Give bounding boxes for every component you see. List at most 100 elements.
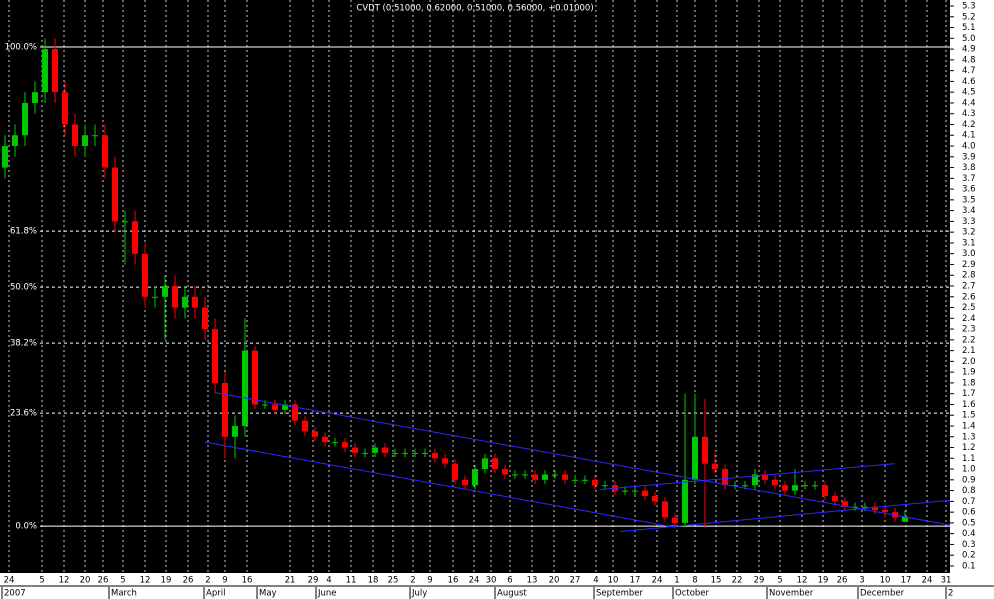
x-tick-label: 15 bbox=[711, 576, 722, 586]
x-tick-label: 26 bbox=[183, 576, 194, 586]
y-tick-label: 2.6 bbox=[962, 292, 976, 302]
candle-body bbox=[192, 296, 198, 308]
x-tick-label: 12 bbox=[797, 576, 808, 586]
y-tick-label: 4.1 bbox=[962, 131, 976, 141]
candle-body bbox=[22, 102, 28, 136]
month-label: June bbox=[317, 589, 337, 599]
candle-body bbox=[902, 516, 908, 522]
candle-body bbox=[392, 452, 398, 454]
candle-body bbox=[682, 479, 688, 523]
y-tick-label: 3.4 bbox=[962, 206, 976, 216]
candle-body bbox=[832, 495, 838, 502]
y-tick-label: 5.3 bbox=[962, 2, 976, 12]
fib-label: 100.0% bbox=[5, 42, 37, 52]
candle-body bbox=[772, 479, 778, 486]
candle-body bbox=[532, 474, 538, 480]
candle-body bbox=[822, 485, 828, 496]
y-tick-label: 3.7 bbox=[962, 174, 976, 184]
y-tick-label: 5.1 bbox=[962, 23, 976, 33]
x-tick-label: 31 bbox=[941, 576, 952, 586]
candle-body bbox=[382, 447, 388, 453]
candle-body bbox=[442, 458, 448, 464]
y-tick-label: 1.8 bbox=[962, 378, 976, 388]
candle-body bbox=[712, 463, 718, 470]
x-tick-label: 9 bbox=[427, 576, 432, 586]
x-tick-label: 24 bbox=[4, 576, 15, 586]
candle-body bbox=[232, 425, 238, 437]
y-tick-label: 1.7 bbox=[962, 389, 976, 399]
x-tick-label: 29 bbox=[308, 576, 319, 586]
candle-body bbox=[352, 447, 358, 453]
candle-body bbox=[52, 49, 58, 93]
trendline bbox=[214, 392, 951, 526]
x-tick-label: 4 bbox=[326, 576, 331, 586]
candle-body bbox=[452, 463, 458, 480]
y-tick-label: 0.7 bbox=[962, 497, 976, 507]
candle-body bbox=[42, 49, 48, 93]
y-tick-label: 1.9 bbox=[962, 368, 976, 378]
candle-body bbox=[622, 490, 628, 492]
candle-body bbox=[492, 458, 498, 470]
candle-body bbox=[732, 485, 738, 487]
candle-body bbox=[342, 442, 348, 448]
y-tick-label: 1.0 bbox=[962, 465, 976, 475]
candle-body bbox=[122, 221, 128, 223]
x-tick-label: 2 bbox=[410, 576, 415, 586]
candle-body bbox=[652, 495, 658, 502]
x-tick-label: 19 bbox=[161, 576, 172, 586]
x-tick-label: 24 bbox=[922, 576, 933, 586]
candle-body bbox=[592, 479, 598, 486]
candle-body bbox=[202, 307, 208, 330]
y-tick-label: 4.5 bbox=[962, 88, 976, 98]
x-tick-label: 1 bbox=[674, 576, 679, 586]
candle-body bbox=[742, 485, 748, 487]
candle-body bbox=[372, 447, 378, 453]
y-tick-label: 4.3 bbox=[962, 109, 976, 119]
candle-body bbox=[312, 431, 318, 437]
month-label: 2007 bbox=[4, 589, 26, 599]
candle-body bbox=[882, 509, 888, 513]
y-tick-label: 1.5 bbox=[962, 411, 976, 421]
y-tick-label: 2.2 bbox=[962, 335, 976, 345]
x-tick-label: 12 bbox=[140, 576, 151, 586]
month-label: 2 bbox=[948, 589, 953, 599]
month-label: July bbox=[411, 589, 427, 599]
y-tick-label: 3.5 bbox=[962, 195, 976, 205]
candle-body bbox=[92, 135, 98, 137]
y-tick-label: 1.3 bbox=[962, 432, 976, 442]
candle-body bbox=[692, 436, 698, 480]
x-tick-label: 12 bbox=[59, 576, 70, 586]
candle-body bbox=[412, 452, 418, 454]
y-tick-label: 3.8 bbox=[962, 163, 976, 173]
trendline bbox=[204, 441, 676, 528]
y-tick-label: 1.2 bbox=[962, 443, 976, 453]
candle-body bbox=[72, 124, 78, 147]
candle-body bbox=[642, 490, 648, 496]
y-tick-label: 2.7 bbox=[962, 282, 976, 292]
candle-body bbox=[362, 452, 368, 454]
y-tick-label: 3.6 bbox=[962, 185, 976, 195]
y-tick-label: 0.8 bbox=[962, 486, 976, 496]
candle-body bbox=[2, 146, 8, 168]
candle-body bbox=[82, 135, 88, 147]
candle-body bbox=[552, 474, 558, 476]
candle-body bbox=[872, 506, 878, 510]
y-tick-label: 4.9 bbox=[962, 45, 976, 55]
candle-body bbox=[862, 506, 868, 508]
y-tick-label: 4.4 bbox=[962, 98, 976, 108]
candle-body bbox=[262, 404, 268, 406]
y-tick-label: 2.8 bbox=[962, 271, 976, 281]
candle-body bbox=[702, 436, 708, 464]
candle-body bbox=[252, 350, 258, 405]
candle-body bbox=[32, 92, 38, 103]
candle-body bbox=[632, 490, 638, 492]
y-tick-label: 0.2 bbox=[962, 551, 976, 561]
x-tick-label: 29 bbox=[754, 576, 765, 586]
x-tick-label: 26 bbox=[837, 576, 848, 586]
x-tick-label: 2 bbox=[205, 576, 210, 586]
fib-label: 0.0% bbox=[15, 522, 37, 532]
candle-body bbox=[332, 442, 338, 444]
y-tick-label: 2.9 bbox=[962, 260, 976, 270]
candle-body bbox=[722, 469, 728, 486]
